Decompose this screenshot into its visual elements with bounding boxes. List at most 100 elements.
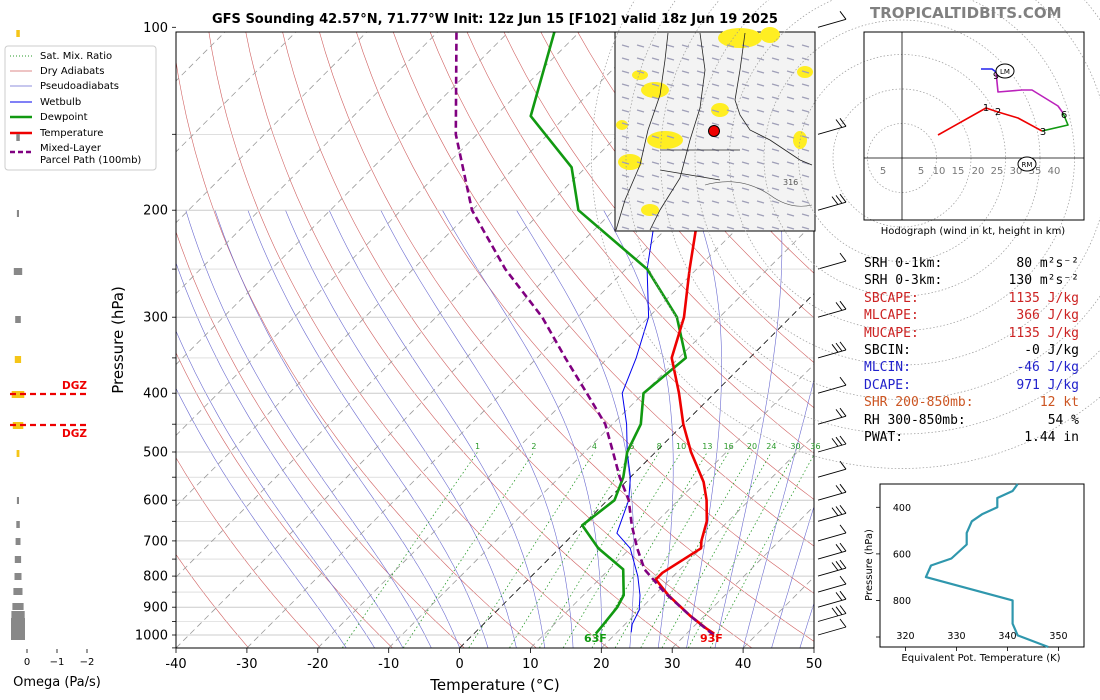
map-wind [711, 200, 720, 204]
mixing-ratio-label: 13 [702, 442, 712, 451]
stat-label: SHR 200-850mb: [864, 395, 974, 411]
wind-barb [817, 542, 847, 560]
legend: Sat. Mix. Ratio Dry Adiabats Pseudoadiab… [4, 45, 157, 171]
map-wind [711, 213, 720, 217]
map-wind [726, 161, 735, 165]
hodograph-frame [863, 31, 1085, 221]
map-wind [681, 174, 690, 178]
omega-bar [15, 538, 21, 545]
legend-parcel-2: Parcel Path (100mb) [40, 155, 141, 166]
map-wind [666, 174, 675, 178]
map-wind [726, 83, 735, 87]
map-wind [666, 109, 675, 113]
map-wind [771, 122, 780, 126]
surface-dew-label: 63F [584, 632, 607, 645]
x-tick-label: 0 [455, 657, 463, 672]
dry-adiabat [176, 352, 393, 648]
map-wind [786, 44, 795, 48]
map-wind [771, 161, 780, 165]
stat-value: -0 J/kg [1024, 342, 1079, 358]
omega-bar [11, 391, 25, 398]
map-wind [651, 70, 660, 74]
hodograph-segment [995, 71, 1064, 114]
dry-adiabat [176, 553, 249, 648]
barb-feather [835, 606, 843, 615]
map-wind [756, 83, 765, 87]
omega-tick-label: −2 [80, 657, 95, 668]
wind-barb [817, 483, 847, 501]
map-wind [711, 83, 720, 87]
map-wind [651, 57, 660, 61]
stat-label: DCAPE: [864, 377, 911, 393]
map-wind [726, 200, 735, 204]
ring-label: 25 [991, 166, 1004, 177]
map-wind [696, 174, 705, 178]
barb-feather [831, 507, 839, 516]
map-wind [636, 226, 645, 230]
x-tick-label: 20 [593, 657, 610, 672]
map-wind [801, 226, 810, 230]
legend-dry-adiabats: Dry Adiabats [40, 66, 104, 77]
map-wind [651, 122, 660, 126]
dry-adiabat [429, 32, 814, 500]
theta-e-x-label: Equivalent Pot. Temperature (K) [901, 653, 1060, 664]
map-wind [741, 213, 750, 217]
map-wind [801, 122, 810, 126]
map-wind [756, 44, 765, 48]
right-mover-marker [1017, 156, 1037, 172]
map-wind [726, 187, 735, 191]
dry-adiabat [176, 457, 321, 648]
map-wind [741, 122, 750, 126]
map-wind [756, 96, 765, 100]
ring-label: 35 [1029, 166, 1042, 177]
barb-feather [839, 252, 847, 262]
state-border [649, 32, 706, 231]
map-wind [726, 226, 735, 230]
stat-value: 1135 J/kg [1008, 325, 1079, 341]
y-tick-label: 1000 [135, 629, 168, 644]
map-wind [696, 135, 705, 139]
map-wind [666, 161, 675, 165]
map-wind [756, 161, 765, 165]
map-wind [771, 109, 780, 113]
map-wind [696, 187, 705, 191]
map-wind [621, 96, 630, 100]
barb-feather [835, 409, 843, 418]
barb-feather [831, 607, 839, 617]
map-wind [636, 187, 645, 191]
map-contour-label: 316 [783, 178, 798, 187]
map-wind [681, 122, 690, 126]
state-border [659, 169, 721, 181]
te-y-tick-label: 600 [893, 549, 911, 560]
map-wind [651, 148, 660, 152]
hodograph-height-labels: 9 1 2 3 6 [983, 71, 1067, 138]
barb-feather [839, 505, 847, 514]
mixing-ratio-line [509, 451, 633, 648]
map-wind [726, 109, 735, 113]
mixing-ratio-line [468, 451, 595, 648]
map-wind [726, 70, 735, 74]
map-wind [711, 226, 720, 230]
map-wind [696, 70, 705, 74]
mixing-ratio-line [614, 451, 730, 648]
isotherm [176, 32, 439, 295]
map-wind [681, 70, 690, 74]
wind-barbs [817, 11, 847, 636]
map-wind [786, 200, 795, 204]
pseudo-adiabat [380, 210, 574, 648]
stat-row: MLCIN: -46 J/kg [864, 359, 1079, 376]
omega-bar [16, 521, 20, 528]
map-wind [636, 200, 645, 204]
barb-feather [839, 11, 847, 20]
map-wind [711, 161, 720, 165]
map-wind [801, 148, 810, 152]
map-wind [771, 226, 780, 230]
barb-staff [817, 415, 847, 425]
barb-feather [839, 559, 847, 569]
map-wind [636, 44, 645, 48]
omega-bar [13, 268, 23, 275]
map-wind [651, 213, 660, 217]
chart-title: GFS Sounding 42.57°N, 71.77°W Init: 12z … [212, 12, 778, 27]
map-wind [621, 44, 630, 48]
